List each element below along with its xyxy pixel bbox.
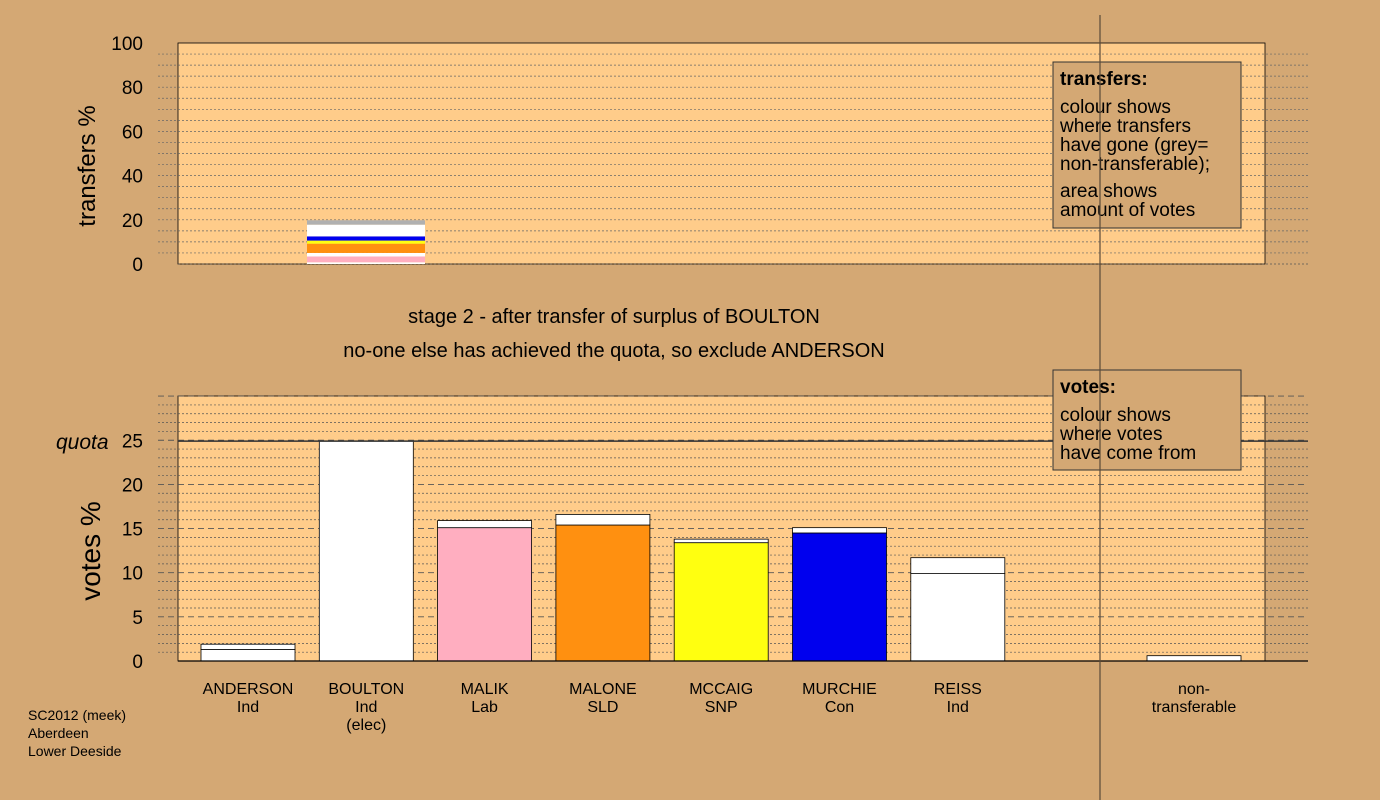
candidate-label: MALONE (569, 681, 637, 698)
transfers-legend-title: transfers: (1060, 69, 1148, 90)
footer-line: SC2012 (meek) (28, 707, 126, 723)
y-tick-label: 20 (122, 475, 143, 496)
action-description: no-one else has achieved the quota, so e… (343, 340, 884, 362)
transfer-segment (307, 220, 425, 225)
transfer-votes-bar (437, 520, 533, 529)
transfers-legend-line: amount of votes (1060, 200, 1195, 221)
y-tick-label: 0 (132, 652, 143, 673)
candidate-label: Ind (947, 699, 969, 716)
y-tick-label: 60 (122, 122, 143, 143)
candidate-label: SNP (705, 699, 738, 716)
votes-legend-box (1052, 369, 1242, 471)
transfers-legend: transfers: colour shows where transfers … (1052, 61, 1242, 229)
transfer-segment (307, 240, 425, 244)
y-tick-label: 10 (122, 564, 143, 585)
votes-legend-line: have come from (1060, 443, 1196, 464)
candidate-label: BOULTON (328, 681, 404, 698)
footer-line: Lower Deeside (28, 743, 122, 759)
y-tick-label: 40 (122, 167, 143, 188)
candidate-label: MCCAIG (689, 681, 753, 698)
y-tick-label: 100 (111, 34, 143, 55)
y-tick-label: 20 (122, 211, 143, 232)
transfer-segment (307, 262, 425, 264)
first-preference-bar (200, 649, 296, 662)
transfers-legend-line: colour shows (1060, 97, 1171, 118)
transfers-y-axis: 0 20 40 60 80 100 (111, 34, 143, 276)
transfer-bar (307, 220, 425, 264)
candidate-label: (elec) (346, 717, 386, 734)
transfers-legend-line: have gone (grey= (1060, 135, 1208, 156)
y-tick-label: 80 (122, 78, 143, 99)
first-preference-bar (792, 532, 887, 662)
y-tick-label: 0 (132, 255, 143, 276)
transfers-legend-line: area shows (1060, 181, 1157, 202)
transfers-legend-line: non-transferable); (1060, 154, 1210, 175)
candidate-label: Ind (237, 699, 259, 716)
y-tick-label: 25 (122, 431, 143, 452)
transfer-votes-bar (200, 643, 296, 650)
quota-label: quota (56, 431, 109, 454)
footer: SC2012 (meek) Aberdeen Lower Deeside (28, 707, 126, 759)
votes-y-axis: 0 5 10 15 20 25 (122, 431, 143, 673)
transfers-legend-line: where transfers (1059, 116, 1191, 137)
candidate-label: Ind (355, 699, 377, 716)
first-preference-bar (555, 524, 651, 662)
candidate-label: REISS (934, 681, 982, 698)
votes-legend-line: where votes (1059, 424, 1162, 445)
candidate-labels: ANDERSONIndBOULTONInd(elec)MALIKLabMALON… (203, 681, 1237, 734)
candidate-label: ANDERSON (203, 681, 294, 698)
votes-legend: votes: colour shows where votes have com… (1052, 369, 1242, 471)
votes-legend-line: colour shows (1060, 405, 1171, 426)
candidate-label: SLD (587, 699, 618, 716)
candidate-label: transferable (1152, 699, 1237, 716)
stage-description: stage 2 - after transfer of surplus of B… (408, 306, 820, 328)
transfers-y-axis-label: transfers % (74, 105, 101, 226)
y-tick-label: 15 (122, 520, 143, 541)
candidate-label: non- (1178, 681, 1210, 698)
transfer-votes-bar (910, 557, 1006, 574)
first-preference-bar (673, 542, 769, 662)
transfers-legend-box (1052, 61, 1242, 229)
transfer-segment (307, 236, 425, 241)
first-preference-bar (318, 440, 414, 662)
transfer-segment (307, 252, 425, 257)
y-tick-label: 5 (132, 608, 143, 629)
transfer-segment (307, 256, 425, 263)
transfer-votes-bar (555, 514, 651, 526)
candidate-label: MURCHIE (802, 681, 877, 698)
transfer-votes-bar (792, 527, 887, 534)
votes-legend-title: votes: (1060, 377, 1116, 398)
transfers-panel: 0 20 40 60 80 100 transfers % transfers: colo… (74, 34, 1308, 276)
non-transferable-bar (1146, 655, 1242, 662)
votes-y-axis-label: votes % (75, 501, 106, 601)
first-preference-bar (910, 573, 1006, 662)
vote-bars (200, 440, 1242, 662)
first-preference-bar (437, 527, 533, 662)
transfer-segment (307, 224, 425, 237)
footer-line: Aberdeen (28, 725, 89, 741)
transfer-votes-bar (673, 538, 769, 544)
candidate-label: MALIK (461, 681, 509, 698)
transfer-segment (307, 243, 425, 253)
candidate-label: Lab (471, 699, 498, 716)
candidate-label: Con (825, 699, 854, 716)
